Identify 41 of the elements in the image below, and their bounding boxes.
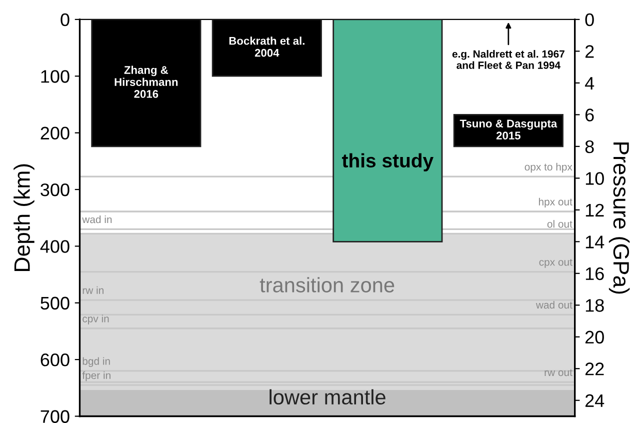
ref-line-label: fper in xyxy=(82,371,110,382)
y-tick-label: 700 xyxy=(40,410,70,423)
y2-tick-label: 18 xyxy=(586,299,604,312)
y2-tick-label: 16 xyxy=(586,267,604,280)
annotation: e.g. Naldrett et al. 1967 and Fleet & Pan 1994 xyxy=(452,50,564,69)
y2-tick-label: 8 xyxy=(585,140,594,154)
y2-axis-title: Pressure (GPa) xyxy=(608,142,630,294)
y2-tick-label: 0 xyxy=(585,13,594,26)
y-tick-label: 300 xyxy=(40,183,70,196)
ref-line-label: wad out xyxy=(536,300,572,309)
series-label: Bockrath et al. 2004 xyxy=(229,36,304,57)
y2-tick-label: 10 xyxy=(586,172,604,185)
ref-line-label: wad in xyxy=(82,216,112,224)
ref-line-label: bgd in xyxy=(82,357,110,367)
ref-line-label: rw in xyxy=(82,286,104,294)
ref-line-label: opx to hpx xyxy=(524,162,572,173)
y2-tick-label: 14 xyxy=(586,236,604,248)
y2-tick-label: 4 xyxy=(584,77,594,90)
y-tick-label: 400 xyxy=(40,240,70,253)
ref-line-label: ol out xyxy=(547,220,572,228)
y-tick-label: 500 xyxy=(40,296,70,310)
y-tick-label: 100 xyxy=(41,70,70,83)
ref-line-label: hpx out xyxy=(538,198,572,208)
ref-line-label: cpx out xyxy=(539,258,572,268)
y2-tick-label: 12 xyxy=(586,204,604,216)
series-label: Zhang & Hirschmann 2016 xyxy=(114,66,178,98)
y-tick-label: 200 xyxy=(40,126,70,140)
series-label: this study xyxy=(342,153,434,172)
y-axis-title: Depth (km) xyxy=(14,164,34,271)
series-label: Tsuno & Dasgupta 2015 xyxy=(460,120,558,140)
band-label: transition zone xyxy=(260,277,394,292)
ref-line-label: cpv in xyxy=(82,314,109,324)
y2-tick-label: 6 xyxy=(585,108,594,122)
y2-tick-label: 24 xyxy=(585,394,604,407)
y-tick-label: 600 xyxy=(40,353,70,366)
y-tick-label: 0 xyxy=(60,13,70,26)
band-label: lower mantle xyxy=(270,389,386,405)
ref-line-label: rw out xyxy=(544,369,572,376)
y2-tick-label: 20 xyxy=(585,330,604,344)
y2-tick-label: 22 xyxy=(585,362,604,376)
y2-tick-label: 2 xyxy=(585,45,594,58)
